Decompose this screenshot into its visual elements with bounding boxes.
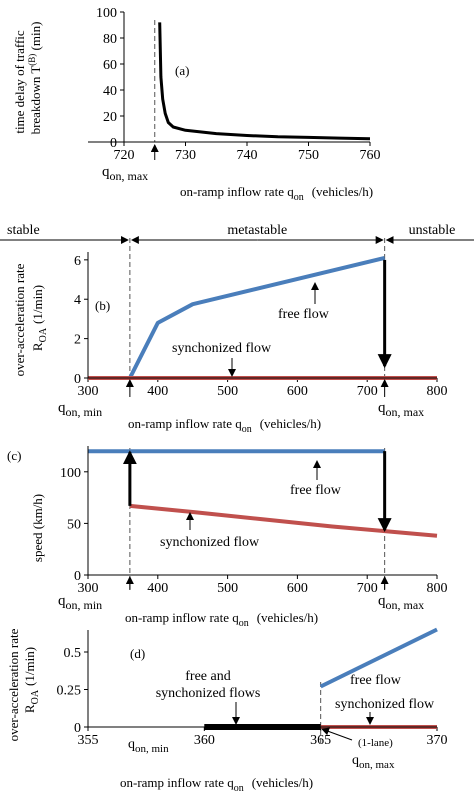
panel-d-series-label: synchonized flow xyxy=(335,697,435,712)
panel-d-x-tick-label: 355 xyxy=(78,733,99,748)
panel-c-marker-label: qon, min xyxy=(58,593,102,612)
panel-c-y-tick-label: 100 xyxy=(60,466,81,481)
panel-d-annot-both-2: synchonized flows xyxy=(156,686,261,701)
panel-a-y-title: time delay of traffic xyxy=(12,30,27,134)
panel-a-x-tick-label: 750 xyxy=(298,148,319,163)
panel-a-y-title-2: breakdown T(B) (min) xyxy=(27,22,43,135)
panel-b-y-tick-label: 4 xyxy=(74,293,81,308)
panel-c-x-tick-label: 500 xyxy=(217,581,238,596)
panel-d-x-title: on-ramp inflow rate qon (vehicles/h) xyxy=(120,775,313,793)
panel-d-label: (d) xyxy=(130,646,145,661)
panel-a-x-tick-label: 760 xyxy=(360,148,381,163)
panel-a-marker-label: qon, max xyxy=(102,164,148,183)
panel-b-y-tick-label: 6 xyxy=(74,254,81,269)
panel-c-y-tick-label: 0 xyxy=(74,569,81,584)
panel-c-x-tick-label: 300 xyxy=(78,581,99,596)
panel-d-y-tick-label: 0 xyxy=(74,721,81,736)
panel-d-annot-both-1: free and xyxy=(185,669,230,684)
panel-a-y-tick-label: 20 xyxy=(103,110,117,125)
panel-a-x-tick-label: 740 xyxy=(237,148,258,163)
panel-a-y-tick-label: 80 xyxy=(103,32,117,47)
panel-d-marker-label: qon, min xyxy=(128,737,169,755)
panel-a-y-tick-label: 40 xyxy=(103,84,117,99)
panel-a-y-tick-label: 100 xyxy=(96,6,117,21)
panel-b-marks: 300 400 500 600 700 800 0 2 4 6 stable metastable un… xyxy=(0,223,474,419)
panel-c-series-line xyxy=(129,503,438,538)
panel-c-x-tick-label: 600 xyxy=(287,581,308,596)
panel-c-series-label: synchonized flow xyxy=(160,535,260,550)
panel-c-marks: 300 400 500 600 700 800 0 50 100 qon, min qon, max… xyxy=(58,448,448,612)
panel-b-x-tick-label: 800 xyxy=(427,384,448,399)
panel-b-x-tick-label: 300 xyxy=(78,384,99,399)
panel-c-marker-label: qon, max xyxy=(378,593,424,612)
panel-c-x-title: on-ramp inflow rate qon (vehicles/h) xyxy=(125,610,318,629)
panel-a-x-tick-label: 720 xyxy=(114,148,135,163)
panel-a-label: (a) xyxy=(175,63,189,78)
panel-b-y-tick-label: 0 xyxy=(74,372,81,387)
panel-b-x-tick-label: 700 xyxy=(357,384,378,399)
panel-a-y-tick-label: 0 xyxy=(110,136,117,151)
panel-b-y-title: over-acceleration rate xyxy=(12,263,27,376)
panel-a: 720 730 740 750 760 0 20 40 60 80 100 (a) time del… xyxy=(12,6,381,203)
panel-d-x-tick-label: 360 xyxy=(194,733,215,748)
panel-d-max-pointer xyxy=(321,727,353,741)
panel-b-y-title-2: ROA(1/min) xyxy=(30,285,49,351)
panel-a-y-tick-label: 60 xyxy=(103,58,117,73)
panel-c-x-tick-label: 700 xyxy=(357,581,378,596)
panel-c: 300 400 500 600 700 800 0 50 100 qon, min qon, max… xyxy=(7,446,448,629)
panel-d-marker-label: qon, max xyxy=(352,753,395,771)
panel-d-y-tick-label: 0.25 xyxy=(57,684,82,699)
panel-b-region-label: metastable xyxy=(227,223,287,238)
panel-b-y-tick-label: 2 xyxy=(74,333,81,348)
panel-b-marker-label: qon, max xyxy=(378,400,424,419)
panel-d-y-tick-label: 0.5 xyxy=(64,646,82,661)
panel-d-y-title-2: ROA(1/min) xyxy=(22,647,41,713)
panel-c-x-tick-label: 400 xyxy=(147,581,168,596)
panel-c-series-label: free flow xyxy=(290,483,342,498)
panel-a-series-line xyxy=(158,22,371,141)
panel-d-marker-sup: (1-lane) xyxy=(358,737,393,749)
panel-d-series-label: free flow xyxy=(350,673,402,688)
panel-d-series-line xyxy=(319,627,438,689)
panel-b-x-tick-label: 400 xyxy=(147,384,168,399)
panel-b-x-tick-label: 500 xyxy=(217,384,238,399)
panel-b-region-label: stable xyxy=(7,223,40,238)
panel-a-marks: 720 730 740 750 760 0 20 40 60 80 100 xyxy=(96,6,381,163)
panel-a-x-title: on-ramp inflow rate qon (vehicles/h) xyxy=(180,184,373,203)
panel-c-y-tick-label: 50 xyxy=(67,517,81,532)
panel-b-series-label: free flow xyxy=(278,307,330,322)
panel-d-x-tick-label: 370 xyxy=(427,733,448,748)
panel-a-x-tick-label: 730 xyxy=(175,148,196,163)
panel-b-x-title: on-ramp inflow rate qon (vehicles/h) xyxy=(128,416,321,435)
panel-b-series-line xyxy=(128,255,386,379)
panel-b-marker-label: qon, min xyxy=(58,400,102,419)
panel-b-region-label: unstable xyxy=(409,223,456,238)
panel-c-x-tick-label: 800 xyxy=(427,581,448,596)
panel-b: 300 400 500 600 700 800 0 2 4 6 stable metastable un… xyxy=(0,223,474,435)
panel-b-x-tick-label: 600 xyxy=(287,384,308,399)
panel-d-y-title: over-acceleration rate xyxy=(6,628,21,741)
panel-b-label: (b) xyxy=(95,298,110,313)
panel-c-y-title: speed (km/h) xyxy=(30,494,45,562)
panel-c-label: (c) xyxy=(7,448,21,463)
panel-b-series-label: synchonized flow xyxy=(172,341,272,356)
